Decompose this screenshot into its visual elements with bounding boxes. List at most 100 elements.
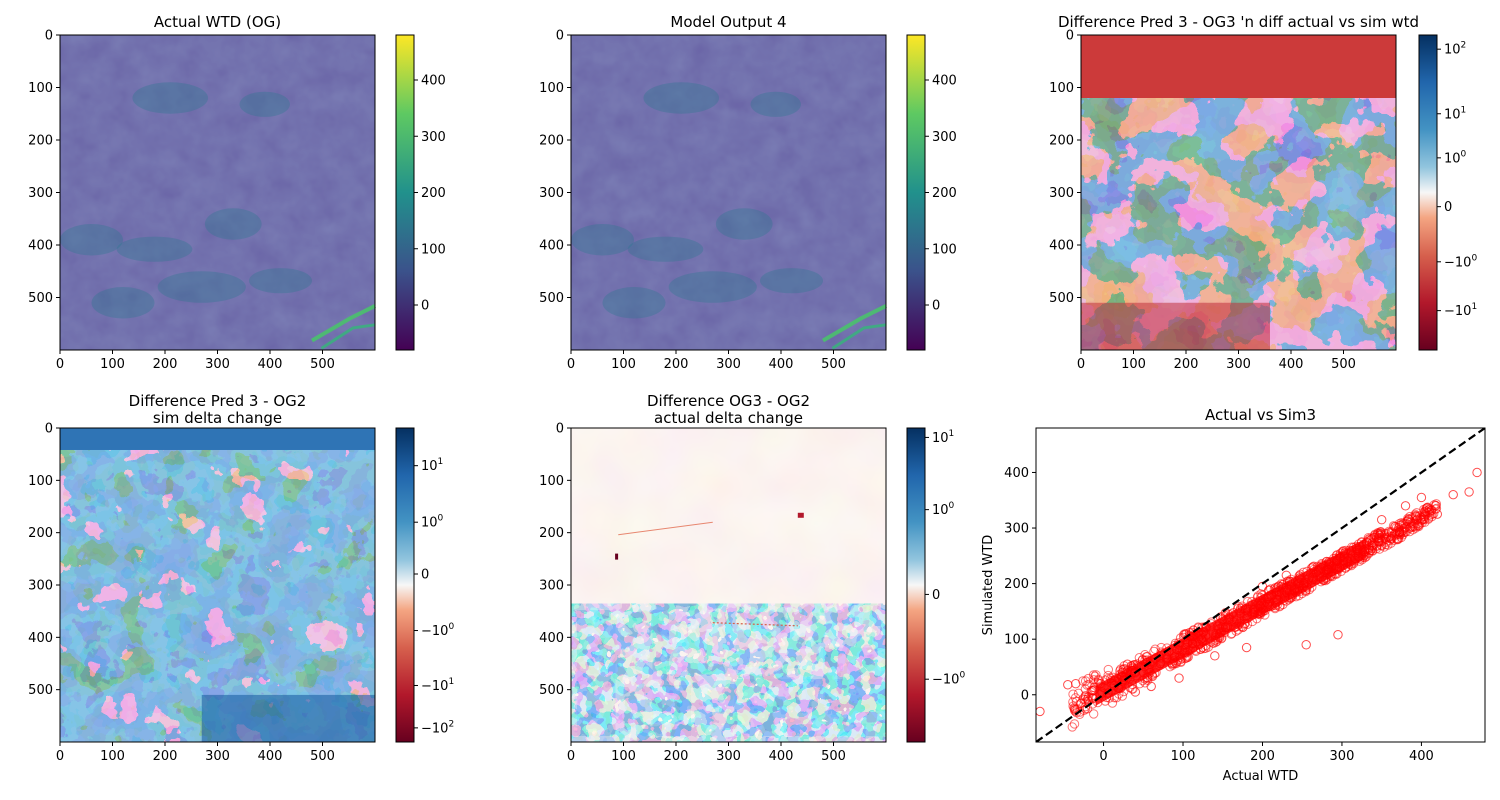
heatmap-line <box>618 521 713 536</box>
y-tick-label: 300 <box>28 579 53 594</box>
heatmap-patch <box>750 91 801 117</box>
x-tick-label: 100 <box>100 357 125 372</box>
x-tick-label: 500 <box>1331 357 1356 372</box>
scatter-outlier <box>1432 509 1443 519</box>
heatmap-patch <box>249 268 312 294</box>
x-tick-label: 300 <box>1330 749 1355 764</box>
y-tick-label: 100 <box>28 474 53 489</box>
x-tick-label: 200 <box>153 749 178 764</box>
colorbar-tick-label: −101 <box>421 677 454 694</box>
x-tick-label: 300 <box>205 357 230 372</box>
scatter-outlier <box>1063 680 1073 690</box>
heatmap-axes-5: 0 100 200 300 400 500 0 100 200 300 400 500 Differen… <box>539 392 965 764</box>
y-tick-label: 0 <box>556 422 564 437</box>
y-tick-label: 100 <box>1049 81 1074 96</box>
heatmap-patch <box>627 236 704 262</box>
scatter-point <box>1090 671 1100 681</box>
heatmap-patch <box>239 91 290 117</box>
scatter-point <box>1423 507 1433 518</box>
x-tick-label: 300 <box>716 357 741 372</box>
scatter-point <box>1396 518 1406 528</box>
scatter-point <box>1386 538 1396 548</box>
colorbar-tick-label: −101 <box>1444 302 1477 319</box>
y-tick-label: 500 <box>539 683 564 698</box>
x-tick-label: 100 <box>1121 357 1146 372</box>
scatter-point <box>1069 703 1080 714</box>
scatter-point <box>1374 544 1385 554</box>
x-tick-label: 0 <box>1099 749 1107 764</box>
heatmap-streak <box>310 304 376 343</box>
y-tick-label: 500 <box>539 291 564 306</box>
axes-frame <box>1035 427 1486 743</box>
x-tick-label: 200 <box>1250 749 1275 764</box>
y-tick-label: 500 <box>28 291 53 306</box>
y-tick-label: 100 <box>539 474 564 489</box>
y-tick-label: 300 <box>1049 186 1074 201</box>
chart-title: Actual WTD (OG) <box>154 13 281 31</box>
colorbar-tick-label: 101 <box>1444 105 1466 122</box>
heatmap-patch <box>602 287 666 319</box>
y-tick-label: 400 <box>1049 239 1074 254</box>
scatter-point <box>1370 529 1380 540</box>
scatter-point <box>1407 513 1417 523</box>
scatter-outlier <box>1194 640 1204 650</box>
scatter-outlier <box>1376 514 1387 525</box>
heatmap-image-5 <box>571 428 886 742</box>
chart-title: Difference OG3 - OG2 <box>647 392 810 410</box>
scatter-outlier <box>1174 673 1184 683</box>
heatmap-spot <box>615 553 619 560</box>
scatter-point <box>1422 506 1432 517</box>
scatter-point <box>1396 529 1406 539</box>
heatmap-texture <box>60 35 375 350</box>
x-tick-label: 400 <box>769 749 794 764</box>
chart-subtitle: actual delta change <box>654 409 803 427</box>
y-tick-label: 200 <box>28 526 53 541</box>
y-tick-label: 200 <box>1004 577 1029 592</box>
y-tick-label: 400 <box>1004 466 1029 481</box>
x-tick-label: 0 <box>567 749 575 764</box>
heatmap-image-4 <box>60 428 375 742</box>
heatmap-patch <box>157 271 246 303</box>
x-tick-label: 400 <box>1409 749 1434 764</box>
y-tick-label: 400 <box>539 239 564 254</box>
heatmap-axes-1: 0 100 200 300 400 500 0 100 200 300 400 500 Actual W… <box>28 13 446 372</box>
heatmap-patch <box>91 287 155 319</box>
colorbar <box>395 34 415 351</box>
x-tick-label: 0 <box>56 357 64 372</box>
scatter-point <box>1070 693 1081 703</box>
y-tick-label: 300 <box>1004 522 1029 537</box>
x-tick-label: 0 <box>567 357 575 372</box>
image-layer <box>60 35 1396 742</box>
y-tick-label: 300 <box>28 186 53 201</box>
heatmap-streak <box>821 304 887 343</box>
y-tick-label: 300 <box>539 579 564 594</box>
scatter-outlier <box>1036 706 1045 717</box>
x-tick-label: 300 <box>1226 357 1251 372</box>
heatmap-patch <box>643 82 720 114</box>
heatmap-region <box>1081 302 1270 350</box>
y-tick-label: 0 <box>45 422 53 437</box>
scatter-outlier <box>1301 640 1311 650</box>
heatmap-region <box>60 428 375 450</box>
heatmap-patch <box>116 236 193 262</box>
scatter-outlier <box>1400 501 1411 511</box>
x-tick-label: 0 <box>1077 357 1085 372</box>
heatmap-block <box>652 685 691 736</box>
x-tick-label: 100 <box>611 357 636 372</box>
y-tick-label: 400 <box>28 239 53 254</box>
y-tick-label: 100 <box>539 81 564 96</box>
colorbar <box>906 34 926 351</box>
scatter-outlier <box>1210 651 1220 661</box>
x-tick-label: 100 <box>1171 749 1196 764</box>
scatter-point <box>1088 709 1099 719</box>
scatter-axes: 0 100 200 300 400 0 100 200 300 400 Actual vs Sim3… <box>981 406 1486 784</box>
scatter-point <box>1390 528 1401 538</box>
x-tick-label: 200 <box>153 357 178 372</box>
heatmap-region <box>201 694 375 742</box>
y-tick-label: 500 <box>28 683 53 698</box>
scatter-point <box>1091 670 1101 680</box>
scatter-outlier <box>1416 492 1427 503</box>
x-tick-label: 100 <box>611 749 636 764</box>
heatmap-image-2 <box>571 35 887 350</box>
scatter-outlier <box>1082 694 1093 704</box>
